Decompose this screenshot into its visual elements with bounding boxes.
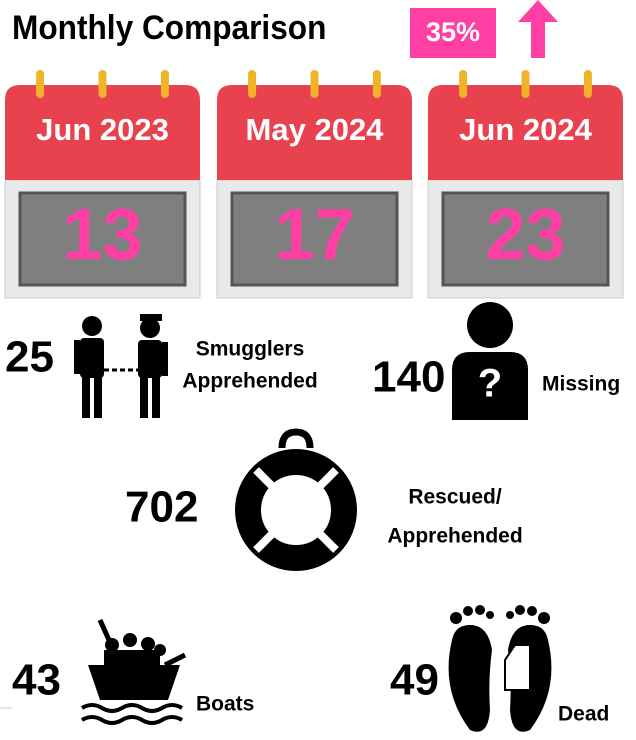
calendar-month: Jun 2024 [459,112,592,147]
calendar-ring [36,70,45,98]
change-value: 35% [426,17,480,47]
calendar-header [217,85,412,180]
calendar-header [5,85,200,180]
stat-label: Dead [558,703,609,726]
boat-icon [80,618,187,725]
stat-label: Boats [196,693,254,716]
calendar-header [428,85,623,180]
calendar-ring [98,70,107,98]
stat-value: 43 [12,656,61,705]
calendar-value: 13 [62,195,142,275]
up-arrow [518,0,558,58]
stats: 25 Smugglers Apprehended 140 Missing 702 Rescu… [5,333,620,726]
stat-label: Apprehended [182,370,317,393]
stat-value: 702 [125,483,198,532]
calendar-ring [583,70,592,98]
calendar-screen [441,191,610,287]
svg-text:?: ? [478,362,502,406]
stat-value: 140 [372,353,445,402]
calendar-ring [521,70,530,98]
stat-label: Apprehended [387,525,522,548]
calendar-screen [18,191,187,287]
calendar-value: 23 [485,195,565,275]
calendar-ring [248,70,257,98]
calendar-month: Jun 2023 [36,112,169,147]
calendar-screen [230,191,399,287]
feet-icon [448,605,552,732]
calendars: Jun 2023 13 May 2024 17 Jun 2024 23 [4,70,624,299]
calendar-month: May 2024 [246,112,385,147]
stat-label: Rescued/ [408,486,502,509]
lifebuoy-icon [235,428,357,571]
missing-icon: ? [452,302,528,420]
calendar-ring [310,70,319,98]
stat-value: 25 [5,333,54,382]
handcuffed-icon [74,314,168,418]
calendar-ring [372,70,381,98]
stat-label: Missing [542,373,620,396]
calendar-value: 17 [274,195,354,275]
change-box [410,8,496,58]
stat-label: Smugglers [196,338,305,361]
title: Monthly Comparison [12,8,326,46]
calendar-ring [160,70,169,98]
stat-value: 49 [390,656,439,705]
calendar-ring [459,70,468,98]
